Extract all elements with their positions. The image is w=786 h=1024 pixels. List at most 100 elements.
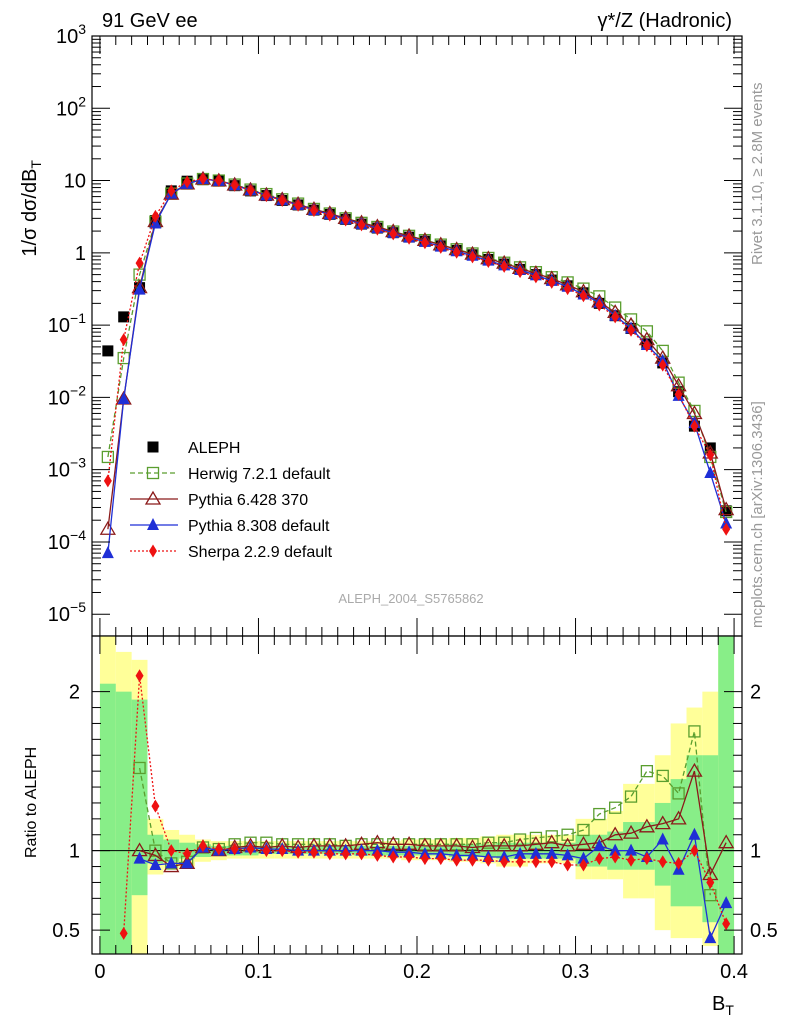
uncertainty-band-outer [99, 636, 735, 954]
data-point [357, 218, 366, 232]
ratio-point [468, 853, 477, 867]
legend-entry: Pythia 8.308 default [130, 518, 330, 535]
data-point [595, 298, 604, 312]
ratio-ytick-label-left: 1 [69, 841, 80, 863]
ratio-point [575, 835, 592, 850]
ratio-point [579, 858, 588, 872]
series-line [107, 178, 727, 554]
ratio-point [690, 844, 699, 858]
main-ytick-label: 10−5 [48, 599, 86, 626]
data-point [198, 172, 207, 186]
legend-label: Pythia 8.308 default [188, 518, 330, 535]
ratio-point [686, 762, 703, 777]
ratio-point [722, 917, 731, 931]
ratio-point [704, 931, 717, 944]
ratio-point [642, 852, 651, 866]
ratio-point [672, 787, 685, 800]
ratio-point [325, 847, 334, 861]
ratio-point [149, 857, 162, 870]
ratio-point [181, 856, 194, 869]
ratio-point [688, 725, 701, 738]
ratio-point [611, 850, 620, 864]
data-point [579, 289, 588, 303]
legend-label: ALEPH [188, 440, 240, 457]
ratio-point [133, 851, 146, 864]
data-point [706, 448, 715, 462]
series-0 [102, 174, 732, 517]
ratio-point [436, 852, 445, 866]
main-ytick-label: 10−2 [48, 382, 86, 409]
ratio-point [545, 830, 558, 843]
legend-entry: Pythia 6.428 370 [130, 490, 308, 509]
ratio-point [514, 846, 527, 859]
ratio-point [561, 828, 574, 841]
data-point [373, 222, 382, 236]
ratio-point [167, 844, 176, 858]
ratio-series-3 [119, 669, 731, 940]
ratio-point [627, 853, 636, 867]
ratio-ytick-label-left: 2 [69, 682, 80, 704]
ratio-point [656, 832, 669, 845]
data-point [720, 516, 733, 529]
data-point [119, 333, 128, 347]
main-ytick-label: 10−4 [48, 527, 86, 554]
data-point [135, 256, 144, 270]
xtick-label: 0.3 [562, 961, 590, 983]
ratio-point [484, 853, 493, 867]
data-point [640, 325, 654, 338]
ratio-panel: 0.5 0.51 12 2 0 0.1 0.2 0.3 0.4 Ratio to ALEPH … [23, 635, 778, 1018]
ratio-point [547, 855, 556, 869]
data-point [642, 339, 651, 353]
data-point [117, 392, 130, 405]
ratio-point [577, 823, 590, 837]
main-ytick-label: 102 [56, 93, 86, 120]
ratio-point [622, 824, 640, 839]
ratio-point [670, 810, 687, 825]
data-point [99, 520, 116, 535]
data-point [436, 240, 445, 254]
ratio-ytick-label-right: 0.5 [750, 920, 778, 942]
ratio-point [214, 842, 223, 856]
data-point [516, 265, 525, 279]
ratio-point [531, 855, 540, 869]
data-point [690, 419, 699, 433]
ratio-point [609, 843, 622, 856]
ratio-point [198, 839, 207, 853]
band-bin [115, 691, 132, 954]
ratio-point [389, 850, 398, 864]
ratio-point [706, 875, 715, 889]
data-point [420, 236, 429, 250]
ratio-point [718, 834, 735, 849]
ratio-point [165, 856, 178, 869]
data-point [718, 501, 735, 516]
ratio-ytick-label-right: 2 [750, 682, 761, 704]
main-ytick-label: 10 [64, 171, 86, 193]
series-line [107, 178, 727, 513]
main-ytick-label: 103 [56, 21, 86, 48]
data-point [167, 184, 176, 198]
ratio-point [482, 836, 495, 849]
ratio-point [405, 850, 414, 864]
data-point [101, 546, 114, 559]
ratio-point [135, 669, 144, 683]
data-point [468, 250, 477, 264]
ratio-point [529, 846, 542, 859]
legend-marker [149, 544, 157, 558]
ratio-point [373, 848, 382, 862]
ratio-point [529, 831, 543, 845]
ratio-point [674, 856, 683, 870]
band-bin [702, 755, 719, 923]
ratio-point [595, 852, 604, 866]
data-point [309, 204, 318, 218]
ratio-point [577, 851, 590, 864]
legend-label: Sherpa 2.2.9 default [188, 544, 333, 561]
ratio-point [262, 844, 271, 858]
ratio-point [658, 855, 667, 869]
data-point [183, 175, 192, 189]
ratio-ytick-label-left: 0.5 [52, 920, 80, 942]
ratio-point [563, 858, 572, 872]
ratio-point [638, 818, 656, 833]
ratio-point [593, 807, 606, 821]
ratio-point [625, 843, 638, 856]
